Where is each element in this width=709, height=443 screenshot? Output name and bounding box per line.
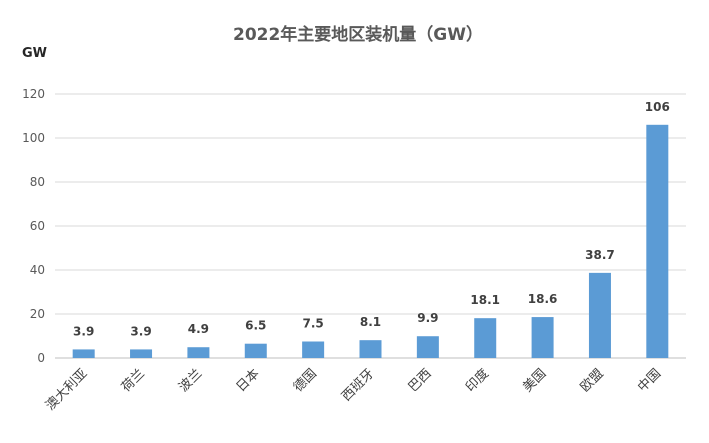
y-tick-label: 100 [22, 131, 45, 145]
x-tick-label: 荷兰 [119, 366, 148, 395]
chart-title: 2022年主要地区装机量（GW） [233, 24, 483, 45]
data-label: 18.6 [528, 292, 558, 306]
y-tick-label: 60 [30, 219, 45, 233]
bar [130, 349, 153, 358]
data-label: 3.9 [73, 324, 94, 338]
y-tick-label: 20 [30, 307, 45, 321]
bar [416, 336, 439, 358]
x-tick-label: 美国 [520, 366, 549, 395]
x-tick-label: 日本 [234, 366, 263, 395]
x-tick-label: 澳大利亚 [42, 366, 90, 414]
y-tick-label: 0 [37, 351, 45, 365]
y-tick-label: 120 [22, 87, 45, 101]
bar [359, 340, 382, 358]
bar [588, 272, 611, 358]
bar [646, 124, 669, 358]
data-label: 7.5 [303, 317, 324, 331]
x-tick-label: 波兰 [176, 366, 205, 395]
x-tick-labels: 澳大利亚 荷兰 波兰 日本 德国 西班牙 巴西 印度 美国 欧盟 中国 [42, 366, 664, 414]
y-unit-label: GW [22, 46, 47, 61]
x-tick-label: 中国 [635, 366, 664, 395]
bar [244, 343, 267, 358]
bar [531, 317, 554, 358]
gridlines [55, 93, 686, 359]
bar [72, 349, 95, 358]
data-label: 9.9 [417, 311, 438, 325]
x-tick-label: 巴西 [406, 366, 435, 395]
data-label: 106 [645, 100, 670, 114]
x-tick-label: 欧盟 [578, 366, 607, 395]
data-label: 3.9 [130, 324, 151, 338]
x-tick-label: 印度 [462, 366, 492, 396]
data-label: 4.9 [188, 322, 209, 336]
y-tick-label: 80 [30, 175, 45, 189]
data-label: 8.1 [360, 315, 381, 329]
bar [474, 318, 497, 358]
y-tick-labels: 0 20 40 60 80 100 120 [22, 87, 45, 365]
x-tick-label: 西班牙 [339, 366, 377, 404]
data-label: 38.7 [585, 248, 615, 262]
data-label: 18.1 [470, 293, 500, 307]
bar [302, 341, 325, 358]
bars [72, 124, 669, 358]
data-label: 6.5 [245, 319, 266, 333]
y-tick-label: 40 [30, 263, 45, 277]
x-tick-label: 德国 [291, 366, 320, 395]
bar [187, 347, 210, 358]
data-labels: 3.9 3.9 4.9 6.5 7.5 8.1 9.9 18.1 18.6 38.7 106 [73, 100, 670, 339]
